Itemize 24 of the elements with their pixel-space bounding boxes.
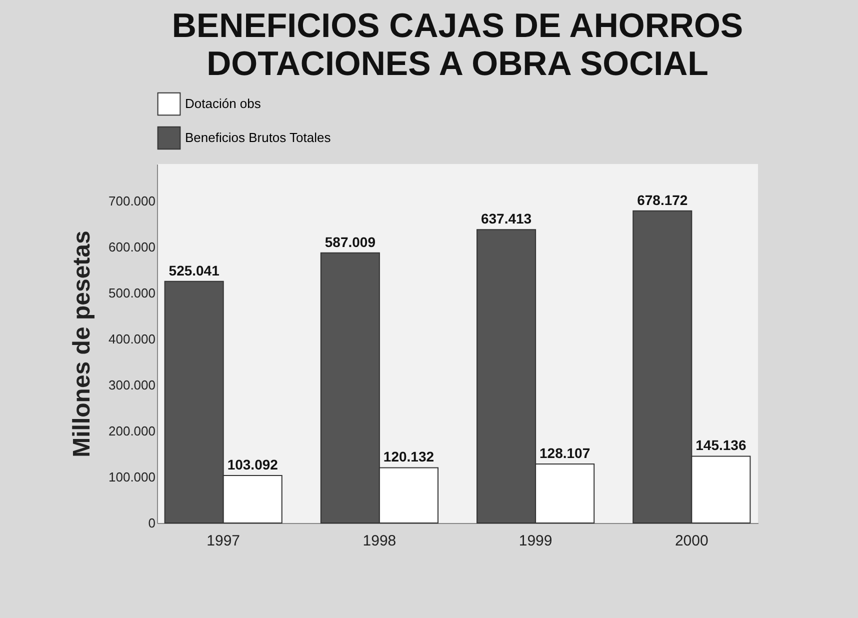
- y-tick-label: 400.000: [108, 331, 156, 346]
- legend-label: Beneficios Brutos Totales: [185, 130, 332, 145]
- y-tick-label: 600.000: [108, 239, 156, 254]
- data-label: 525.041: [168, 262, 220, 278]
- x-tick-label: 1999: [518, 532, 552, 550]
- x-tick-label: 1998: [362, 532, 396, 550]
- data-label: 103.092: [227, 456, 278, 473]
- y-axis-title: Millones de pesetas: [68, 230, 96, 458]
- legend-label: Dotación obs: [185, 96, 262, 111]
- y-tick-label: 0: [148, 516, 156, 530]
- data-label: 637.413: [480, 210, 532, 227]
- y-tick-label: 200.000: [108, 423, 156, 438]
- chart-title: BENEFICIOS CAJAS DE AHORROS DOTACIONES A OBRA SOCIAL: [172, 7, 744, 83]
- x-tick-label: 1997: [206, 532, 240, 550]
- y-tick-label: 500.000: [108, 285, 156, 300]
- x-tick-label: 2000: [674, 532, 708, 550]
- data-label: 128.107: [540, 445, 590, 462]
- data-label: 678.172: [637, 192, 688, 208]
- data-label: 145.136: [696, 437, 746, 454]
- y-tick-label: 300.000: [108, 377, 156, 392]
- y-tick-label: 700.000: [108, 193, 156, 208]
- data-label: 587.009: [324, 234, 376, 250]
- y-tick-label: 100.000: [108, 469, 156, 484]
- data-label: 120.132: [383, 448, 434, 465]
